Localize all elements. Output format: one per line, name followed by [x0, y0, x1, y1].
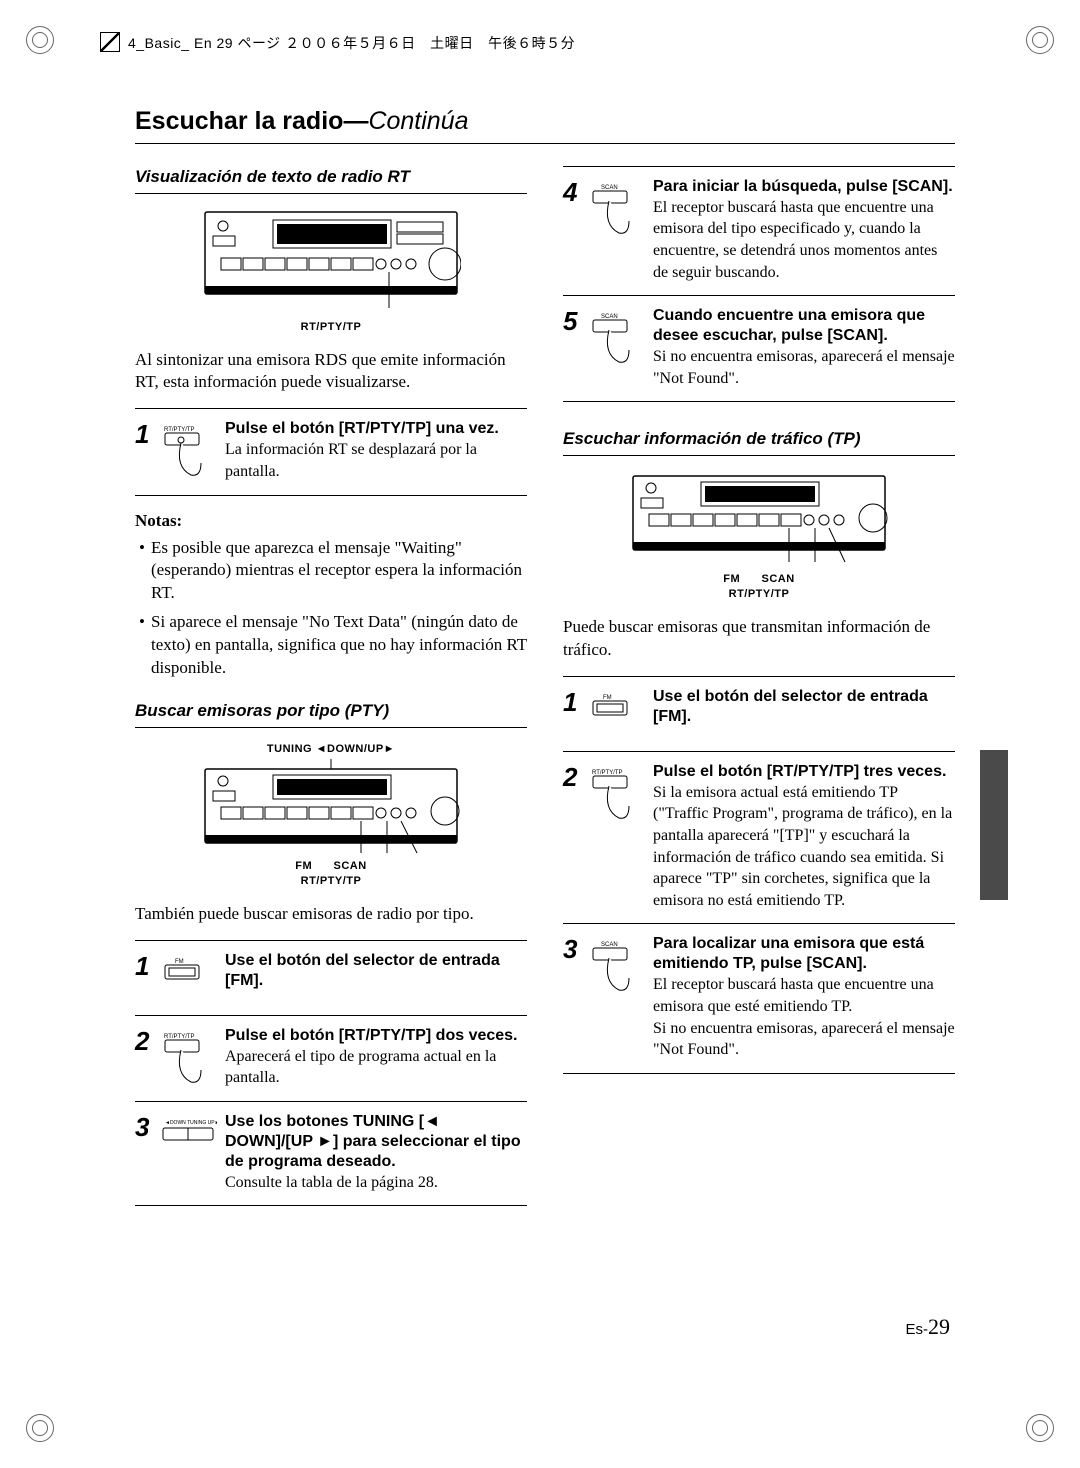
step-body: Consulte la tabla de la página 28. — [225, 1174, 438, 1191]
step-lead: Use los botones TUNING [◄ DOWN]/[UP ►] p… — [225, 1112, 527, 1172]
step-lead: Para localizar una emisora que está emit… — [653, 934, 955, 974]
step-lead: Use el botón del selector de entrada [FM… — [653, 687, 955, 727]
step-body: El receptor buscará hasta que encuentre … — [653, 976, 955, 1058]
step-icon: FM — [161, 951, 225, 1003]
step-body: Si la emisora actual está emitiendo TP (… — [653, 784, 952, 909]
page-number-value: 29 — [928, 1314, 950, 1339]
step-body: La información RT se desplazará por la p… — [225, 441, 477, 480]
receiver-figure-1: RT/PTY/TP — [135, 208, 527, 335]
notes-heading: Notas: — [135, 510, 527, 533]
sec2-intro: También puede buscar emisoras de radio p… — [135, 903, 527, 926]
step-number: 2 — [135, 1026, 161, 1089]
step-icon: SCAN — [589, 934, 653, 1060]
sec2-steps-left: 1 FM Use el botón del selector de entrad… — [135, 940, 527, 1207]
page-number: Es-29 — [906, 1312, 951, 1342]
svg-text:SCAN: SCAN — [601, 185, 618, 191]
step-number: 1 — [135, 951, 161, 1003]
svg-text:FM: FM — [175, 959, 184, 965]
sec1-intro: Al sintonizar una emisora RDS que emite … — [135, 349, 527, 395]
svg-text:RT/PTY/TP: RT/PTY/TP — [164, 427, 195, 433]
step-number: 2 — [563, 762, 589, 912]
receiver-figure-3: FM SCAN RT/PTY/TP — [563, 470, 955, 602]
fig2-caption-top: TUNING ◄DOWN/UP► — [135, 742, 527, 757]
step-number: 1 — [135, 419, 161, 482]
sec2-steps-right: 4 SCAN Para iniciar la búsqueda, pulse [… — [563, 166, 955, 403]
print-header-meta: 4_Basic_ En 29 ページ ２００６年５月６日 土曜日 午後６時５分 — [100, 32, 575, 53]
page-title: Escuchar la radio—Continúa — [135, 105, 955, 139]
left-column: Visualización de texto de radio RT — [135, 166, 527, 1207]
receiver-illustration — [201, 208, 461, 318]
step-lead: Para iniciar la búsqueda, pulse [SCAN]. — [653, 177, 955, 197]
title-dash: — — [343, 107, 368, 135]
notes-list: Es posible que aparezca el mensaje "Wait… — [135, 537, 527, 681]
title-rule — [135, 143, 955, 144]
step-number: 1 — [563, 687, 589, 739]
step-lead: Use el botón del selector de entrada [FM… — [225, 951, 527, 991]
fig1-caption: RT/PTY/TP — [135, 320, 527, 335]
svg-text:RT/PTY/TP: RT/PTY/TP — [164, 1034, 195, 1040]
step-lead: Cuando encuentre una emisora que desee e… — [653, 306, 955, 346]
step-icon: SCAN — [589, 306, 653, 389]
step-icon: SCAN — [589, 177, 653, 283]
step-body: El receptor buscará hasta que encuentre … — [653, 199, 937, 281]
sec3-intro: Puede buscar emisoras que transmitan inf… — [563, 616, 955, 662]
step-icon: RT/PTY/TP — [589, 762, 653, 912]
step-icon: FM — [589, 687, 653, 739]
title-continued: Continúa — [368, 107, 468, 135]
step-body: Si no encuentra emisoras, aparecerá el m… — [653, 348, 955, 387]
step-icon: ◄DOWN TUNING UP► — [161, 1112, 225, 1194]
svg-text:RT/PTY/TP: RT/PTY/TP — [592, 770, 623, 776]
step-number: 5 — [563, 306, 589, 389]
svg-text:◄DOWN TUNING UP►: ◄DOWN TUNING UP► — [165, 1120, 217, 1126]
note-item: Si aparece el mensaje "No Text Data" (ni… — [135, 611, 527, 680]
step-lead: Pulse el botón [RT/PTY/TP] tres veces. — [653, 762, 955, 782]
side-index-tab — [980, 750, 1008, 900]
step: 1 RT/PTY/TP Pulse el botón [RT/PTY/TP] u… — [135, 409, 527, 494]
step-number: 3 — [563, 934, 589, 1060]
fig3-caption-bot: RT/PTY/TP — [563, 587, 955, 602]
section-heading-rt: Visualización de texto de radio RT — [135, 166, 527, 194]
svg-text:SCAN: SCAN — [601, 942, 618, 948]
step-icon: RT/PTY/TP — [161, 419, 225, 482]
note-item: Es posible que aparezca el mensaje "Wait… — [135, 537, 527, 606]
step-number: 4 — [563, 177, 589, 283]
svg-text:FM: FM — [603, 695, 612, 701]
svg-text:SCAN: SCAN — [601, 314, 618, 320]
right-column: 4 SCAN Para iniciar la búsqueda, pulse [… — [563, 166, 955, 1207]
fig3-caption-mid: FM SCAN — [563, 572, 955, 587]
receiver-figure-2: TUNING ◄DOWN/UP► — [135, 742, 527, 889]
section-heading-pty: Buscar emisoras por tipo (PTY) — [135, 700, 527, 728]
title-main: Escuchar la radio — [135, 107, 343, 135]
sec1-steps: 1 RT/PTY/TP Pulse el botón [RT/PTY/TP] u… — [135, 408, 527, 495]
step-icon: RT/PTY/TP — [161, 1026, 225, 1089]
section-heading-tp: Escuchar información de tráfico (TP) — [563, 428, 955, 456]
page-number-prefix: Es- — [906, 1321, 929, 1338]
step-body: Aparecerá el tipo de programa actual en … — [225, 1048, 496, 1087]
fig2-caption-mid: FM SCAN — [135, 859, 527, 874]
fig2-caption-bot: RT/PTY/TP — [135, 874, 527, 889]
page-content: Escuchar la radio—Continúa Visualización… — [135, 105, 955, 1206]
step-lead: Pulse el botón [RT/PTY/TP] una vez. — [225, 419, 527, 439]
step-lead: Pulse el botón [RT/PTY/TP] dos veces. — [225, 1026, 527, 1046]
step-number: 3 — [135, 1112, 161, 1194]
sec3-steps: 1 FM Use el botón del selector de entrad… — [563, 676, 955, 1074]
